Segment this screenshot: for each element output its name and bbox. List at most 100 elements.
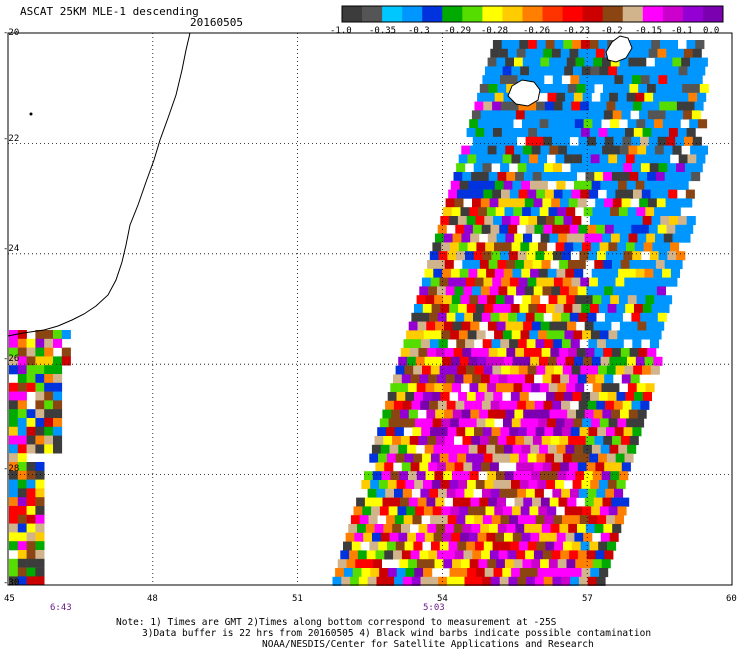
mle-cell <box>383 436 393 446</box>
mle-cell <box>542 374 552 384</box>
mle-cell <box>670 180 680 190</box>
mle-cell <box>385 488 395 498</box>
mle-cell <box>628 57 638 67</box>
mle-cell <box>469 471 479 481</box>
mle-cell <box>426 409 436 419</box>
mle-cell <box>622 224 632 234</box>
mle-cell <box>332 576 342 586</box>
colorbar-swatch-10 <box>542 6 564 22</box>
mle-cell <box>506 524 516 534</box>
mle-cell <box>621 286 631 296</box>
mle-cell <box>529 418 539 428</box>
mle-cell <box>605 312 615 322</box>
mle-cell <box>567 260 577 270</box>
mle-cell <box>53 444 63 454</box>
mle-cell <box>603 172 613 182</box>
mle-cell <box>26 435 36 445</box>
mle-cell <box>592 383 602 393</box>
mle-cell <box>409 436 419 446</box>
mle-cell <box>537 128 547 138</box>
mle-cell <box>579 251 589 261</box>
mle-cell <box>463 374 473 384</box>
mle-cell <box>540 57 550 67</box>
mle-cell <box>586 110 596 120</box>
mle-cell <box>494 506 504 516</box>
mle-cell <box>567 172 577 182</box>
mle-cell <box>400 497 410 507</box>
mle-cell <box>471 348 481 358</box>
mle-cell <box>599 154 609 164</box>
mle-cell <box>518 189 528 199</box>
mle-cell <box>552 488 562 498</box>
mle-cell <box>567 233 577 243</box>
mle-cell <box>653 356 663 366</box>
mle-cell <box>378 453 388 463</box>
mle-cell <box>35 479 45 489</box>
mle-cell <box>657 48 667 58</box>
mle-cell <box>361 568 371 578</box>
mle-cell <box>594 524 604 534</box>
mle-cell <box>515 260 525 270</box>
mle-cell <box>638 348 648 358</box>
mle-cell <box>522 559 532 569</box>
mle-cell <box>653 92 663 102</box>
mle-cell <box>413 365 423 375</box>
mle-cell <box>573 418 583 428</box>
mle-cell <box>531 471 541 481</box>
mle-cell <box>471 260 481 270</box>
mle-cell <box>602 233 612 243</box>
mle-cell <box>363 532 373 542</box>
mle-cell <box>35 488 45 498</box>
mle-cell <box>599 480 609 490</box>
mle-cell <box>362 506 372 516</box>
mle-cell <box>26 338 36 348</box>
mle-cell <box>429 576 439 586</box>
mle-cell <box>583 295 593 305</box>
mle-cell <box>389 532 399 542</box>
mle-cell <box>437 374 447 384</box>
mle-cell <box>472 550 482 560</box>
mle-cell <box>473 163 483 173</box>
mle-cell <box>537 480 547 490</box>
mle-cell <box>412 515 422 525</box>
mle-cell <box>352 568 362 578</box>
mle-cell <box>611 260 621 270</box>
mle-cell <box>553 189 563 199</box>
mle-cell <box>503 356 513 366</box>
mle-cell <box>517 163 527 173</box>
mle-cell <box>487 233 497 243</box>
mle-cell <box>498 198 508 208</box>
mle-cell <box>445 374 455 384</box>
mle-cell <box>496 497 506 507</box>
lon-label-54: 54 <box>437 594 448 604</box>
mle-cell <box>647 110 657 120</box>
mle-cell <box>612 286 622 296</box>
mle-cell <box>26 479 36 489</box>
mle-cell <box>435 321 445 331</box>
mle-cell <box>386 515 396 525</box>
mle-cell <box>528 40 538 50</box>
mle-cell <box>562 365 572 375</box>
mle-cell <box>480 110 490 120</box>
mle-cell <box>433 356 443 366</box>
mle-cell <box>443 295 453 305</box>
colorbar-label-1: -0.35 <box>369 26 397 36</box>
mle-cell <box>511 242 521 252</box>
mle-cell <box>499 576 509 586</box>
mle-cell <box>621 462 631 472</box>
mle-cell <box>468 532 478 542</box>
mle-cell <box>554 453 564 463</box>
mle-cell <box>481 374 491 384</box>
mle-cell <box>504 119 514 129</box>
lon-label-60: 60 <box>726 594 737 604</box>
mle-cell <box>492 365 502 375</box>
mle-cell <box>416 383 426 393</box>
mle-cell <box>482 515 492 525</box>
mle-cell <box>581 568 591 578</box>
mle-cell <box>523 260 533 270</box>
mle-cell <box>620 84 630 94</box>
mle-cell <box>395 365 405 375</box>
mle-cell <box>620 260 630 270</box>
mle-cell <box>538 268 548 278</box>
mle-cell <box>436 524 446 534</box>
